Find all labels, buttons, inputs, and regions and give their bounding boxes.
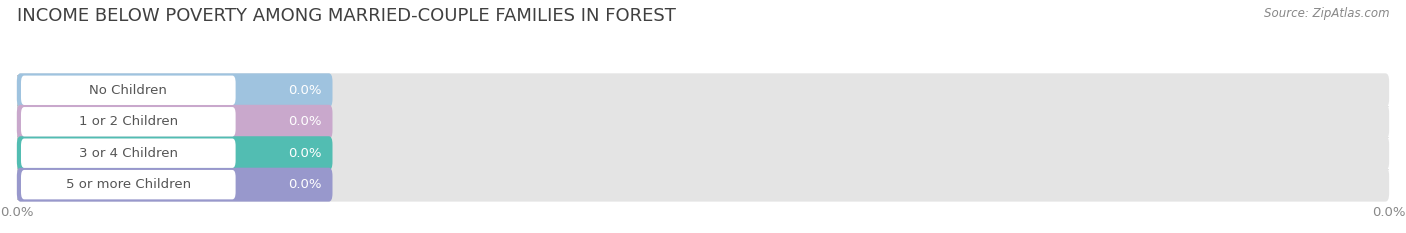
FancyBboxPatch shape (21, 107, 236, 137)
Text: 5 or more Children: 5 or more Children (66, 178, 191, 191)
FancyBboxPatch shape (17, 168, 1389, 202)
FancyBboxPatch shape (17, 136, 1389, 170)
Text: INCOME BELOW POVERTY AMONG MARRIED-COUPLE FAMILIES IN FOREST: INCOME BELOW POVERTY AMONG MARRIED-COUPL… (17, 7, 676, 25)
FancyBboxPatch shape (17, 73, 1389, 107)
Text: 0.0%: 0.0% (288, 115, 322, 128)
Text: 3 or 4 Children: 3 or 4 Children (79, 147, 177, 160)
Text: 0.0%: 0.0% (288, 147, 322, 160)
FancyBboxPatch shape (21, 138, 236, 168)
FancyBboxPatch shape (21, 75, 236, 105)
FancyBboxPatch shape (21, 170, 236, 199)
FancyBboxPatch shape (17, 105, 1389, 139)
FancyBboxPatch shape (17, 105, 332, 139)
Text: 0.0%: 0.0% (288, 84, 322, 97)
FancyBboxPatch shape (17, 168, 332, 202)
FancyBboxPatch shape (17, 73, 332, 107)
Text: Source: ZipAtlas.com: Source: ZipAtlas.com (1264, 7, 1389, 20)
Text: 1 or 2 Children: 1 or 2 Children (79, 115, 179, 128)
Text: No Children: No Children (90, 84, 167, 97)
FancyBboxPatch shape (17, 136, 332, 170)
Text: 0.0%: 0.0% (288, 178, 322, 191)
